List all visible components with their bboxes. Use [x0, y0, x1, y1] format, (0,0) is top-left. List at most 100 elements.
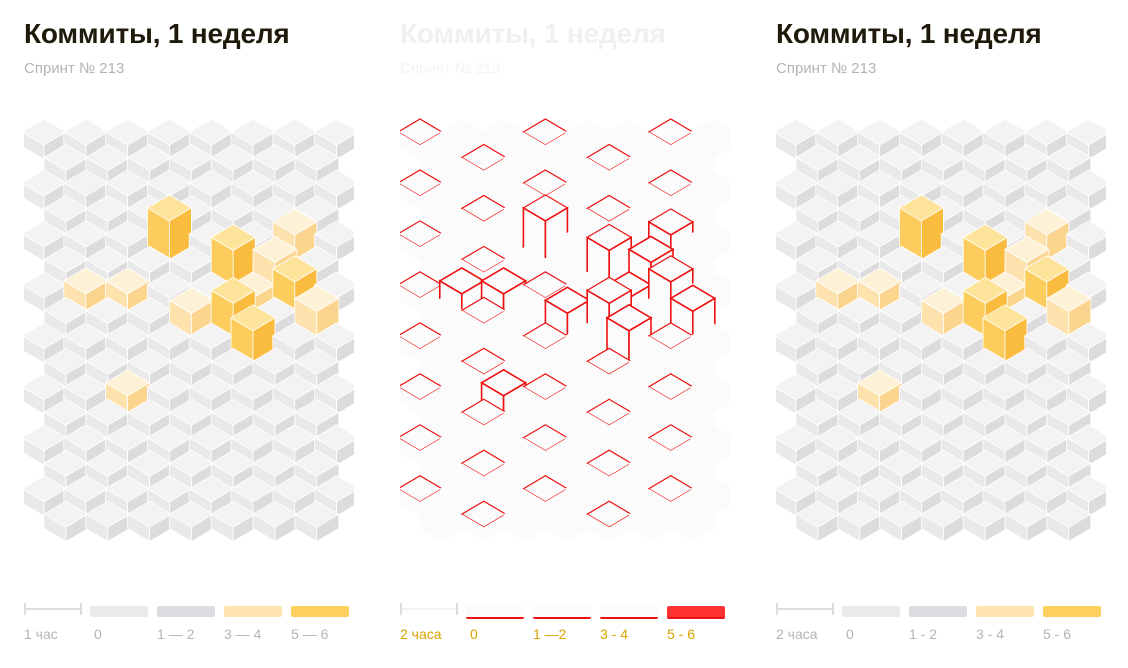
cube [230, 373, 276, 415]
cube [420, 450, 464, 491]
cube [878, 296, 925, 339]
cube [647, 424, 694, 466]
scale-bar [400, 603, 458, 615]
chart-title: Коммиты, 1 неделя [400, 18, 666, 49]
cube [460, 449, 507, 491]
cube [210, 223, 256, 288]
legend-label: 0 [470, 626, 478, 642]
cube [439, 322, 484, 364]
cube [420, 195, 464, 236]
cube [776, 322, 819, 364]
cube [670, 501, 715, 542]
cube [400, 271, 444, 313]
cube [647, 169, 694, 211]
cube [439, 475, 484, 517]
cube [126, 500, 173, 543]
legend-swatch [157, 606, 215, 617]
cube [522, 118, 569, 160]
scale-label: 2 часа [776, 626, 818, 642]
cube [503, 297, 548, 338]
cube [210, 398, 256, 441]
cube [690, 475, 730, 517]
cube [439, 424, 484, 466]
legend: 2 часа 0 1 —2 3 - 4 5 - 6 [400, 600, 730, 650]
cube [920, 144, 967, 186]
cube [168, 286, 215, 339]
cube [126, 144, 173, 186]
cube [85, 194, 131, 237]
cube [294, 449, 340, 492]
chart-subtitle: Спринт № 213 [776, 60, 877, 77]
cube [439, 220, 484, 262]
cube [647, 118, 694, 160]
cube [607, 475, 651, 517]
cube [670, 348, 715, 389]
cube [565, 373, 610, 415]
cube [565, 322, 610, 364]
cube [545, 348, 590, 389]
legend-label: 1 —2 [533, 626, 567, 642]
cube [104, 369, 151, 415]
cube [420, 297, 464, 338]
cube [272, 118, 318, 161]
cube [522, 373, 569, 415]
cube [43, 347, 89, 390]
cube [294, 398, 340, 441]
cube [1004, 500, 1050, 543]
legend-swatch [667, 606, 725, 619]
cube [670, 399, 715, 440]
cube [629, 450, 673, 491]
cube [272, 169, 318, 211]
cube [420, 399, 464, 440]
cube [400, 373, 444, 415]
cube [400, 475, 444, 517]
cube [420, 348, 464, 389]
cube [962, 500, 1008, 543]
cube [776, 220, 819, 262]
cube [878, 500, 925, 543]
cube [545, 450, 590, 491]
legend-swatch [1043, 606, 1101, 617]
cube [586, 500, 633, 542]
legend: 2 часа 0 1 - 2 3 - 4 5 - 6 [776, 600, 1106, 650]
panel-render: Коммиты, 1 неделя Спринт № 213 2 часа 0 1… [776, 0, 1112, 668]
legend-label: 1 — 2 [157, 626, 195, 642]
chart-title: Коммиты, 1 неделя [24, 18, 290, 49]
scale-bar [776, 603, 834, 615]
isometric-heatmap-diff [400, 118, 730, 542]
cube [439, 373, 484, 415]
panel-diff: Коммиты, 1 неделя Спринт № 213 2 часа 0 1… [400, 0, 736, 668]
cube [252, 398, 298, 441]
cube [230, 475, 276, 517]
cube [104, 267, 151, 313]
legend-swatch [976, 606, 1034, 617]
cube [24, 424, 67, 466]
legend-label: 0 [94, 626, 102, 642]
cube [776, 118, 819, 161]
cube [629, 501, 673, 542]
legend-label: 5 - 6 [1043, 626, 1072, 642]
cube [837, 398, 883, 441]
cube [776, 424, 819, 466]
cube [460, 143, 507, 185]
legend-label: 0 [846, 626, 854, 642]
cube [460, 194, 507, 236]
cube [647, 475, 694, 517]
legend-label: 1 - 2 [909, 626, 938, 642]
cube [420, 144, 464, 185]
cube [439, 119, 484, 160]
cube [565, 169, 610, 211]
cube [690, 373, 730, 415]
cube [1046, 144, 1092, 186]
legend-swatch [466, 606, 524, 619]
cube [400, 118, 444, 160]
cube [586, 347, 633, 389]
cube [920, 500, 967, 543]
legend-swatch [224, 606, 282, 617]
cube [420, 501, 464, 542]
cube [104, 322, 151, 364]
legend-label: 3 - 4 [976, 626, 1005, 642]
cube [670, 450, 715, 491]
cube [920, 286, 967, 339]
